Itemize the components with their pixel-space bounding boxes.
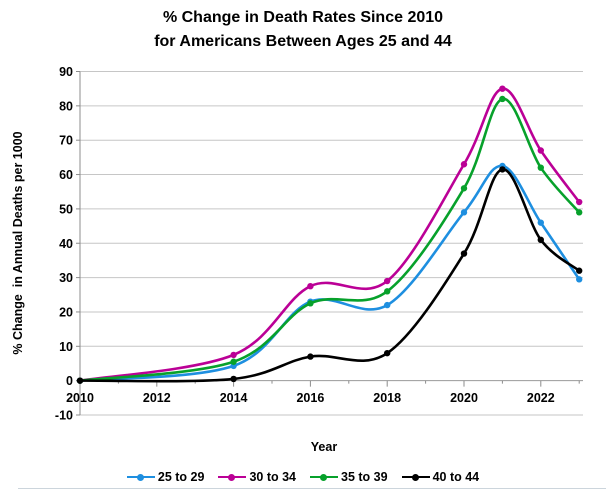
- data-point-30-to-34-2016: [307, 282, 314, 290]
- x-tick-label-2020: 2020: [450, 391, 478, 405]
- data-point-40-to-44-2016: [307, 353, 314, 360]
- y-tick-label-90: 90: [59, 65, 73, 79]
- legend-label: 25 to 29: [157, 470, 205, 484]
- y-tick-label--10: -10: [55, 409, 73, 423]
- data-point-40-to-44-2010: [76, 377, 84, 384]
- data-point-35-to-39-2018: [384, 288, 391, 295]
- x-tick-label-2014: 2014: [220, 391, 248, 405]
- bottom-divider: [18, 488, 606, 489]
- legend-item-25-to-29: 25 to 29: [126, 470, 205, 484]
- data-point-35-to-39-2014: [230, 358, 237, 365]
- legend-label: 35 to 39: [341, 470, 388, 484]
- data-point-25-to-29-2020: [460, 209, 468, 216]
- x-tick-label-2018: 2018: [373, 391, 401, 405]
- y-tick-label-30: 30: [59, 271, 73, 285]
- data-point-35-to-39-2022: [537, 164, 544, 171]
- series-line-35-to-39: [78, 97, 581, 382]
- y-tick-label-80: 80: [59, 99, 73, 113]
- y-tick-label-70: 70: [59, 134, 73, 148]
- legend-marker-icon: [310, 473, 338, 482]
- data-point-40-to-44-2022: [537, 236, 544, 244]
- series-line-40-to-44: [78, 168, 581, 383]
- data-point-35-to-39-2023: [576, 209, 583, 216]
- legend-label: 40 to 44: [432, 470, 480, 484]
- data-point-35-to-39-2021: [499, 95, 506, 103]
- y-tick-label-10: 10: [59, 340, 73, 354]
- data-point-40-to-44-2020: [460, 250, 468, 257]
- series-line-25-to-29: [78, 164, 581, 382]
- legend-item-35-to-39: 35 to 39: [310, 470, 388, 484]
- data-point-30-to-34-2014: [230, 351, 237, 359]
- data-point-30-to-34-2023: [576, 198, 583, 206]
- y-tick-label-40: 40: [59, 237, 73, 251]
- y-tick-label-50: 50: [59, 202, 73, 216]
- data-point-40-to-44-2021: [499, 166, 506, 173]
- legend-item-40-to-44: 40 to 44: [401, 470, 480, 484]
- y-axis-title: % Change in Annual Deaths per 1000: [11, 131, 25, 354]
- data-point-25-to-29-2022: [537, 219, 544, 226]
- x-axis-title: Year: [311, 440, 338, 454]
- data-point-25-to-29-2023: [576, 276, 583, 283]
- chart-title-line2: for Americans Between Ages 25 and 44: [154, 33, 452, 50]
- x-tick-label-2022: 2022: [527, 391, 555, 405]
- x-tick-label-2010: 2010: [66, 391, 94, 405]
- x-tick-label-2016: 2016: [296, 391, 324, 405]
- data-point-35-to-39-2020: [460, 185, 468, 192]
- series-line-30-to-34: [78, 87, 581, 382]
- y-tick-label-0: 0: [66, 374, 73, 388]
- data-point-40-to-44-2018: [384, 349, 391, 357]
- data-point-35-to-39-2016: [307, 300, 314, 307]
- data-point-30-to-34-2018: [384, 277, 391, 285]
- y-tick-label-60: 60: [59, 168, 73, 182]
- legend-marker-icon: [218, 473, 247, 482]
- data-point-30-to-34-2021: [499, 85, 506, 92]
- data-point-25-to-29-2018: [384, 301, 391, 309]
- legend-marker-icon: [126, 473, 155, 482]
- legend-label: 30 to 34: [249, 470, 296, 484]
- chart-legend: 25 to 29 30 to 34 35 to 39 40 to 44: [0, 470, 606, 484]
- x-tick-label-2012: 2012: [143, 391, 171, 405]
- chart-title: % Change in Death Rates Since 2010 for A…: [0, 6, 606, 54]
- data-point-40-to-44-2023: [576, 267, 583, 274]
- data-point-30-to-34-2022: [537, 147, 544, 154]
- legend-marker-icon: [401, 473, 430, 482]
- y-tick-label-20: 20: [59, 305, 73, 319]
- legend-item-30-to-34: 30 to 34: [218, 470, 296, 484]
- data-point-30-to-34-2020: [460, 161, 468, 168]
- data-point-40-to-44-2014: [230, 375, 237, 383]
- chart-title-line1: % Change in Death Rates Since 2010: [162, 9, 444, 26]
